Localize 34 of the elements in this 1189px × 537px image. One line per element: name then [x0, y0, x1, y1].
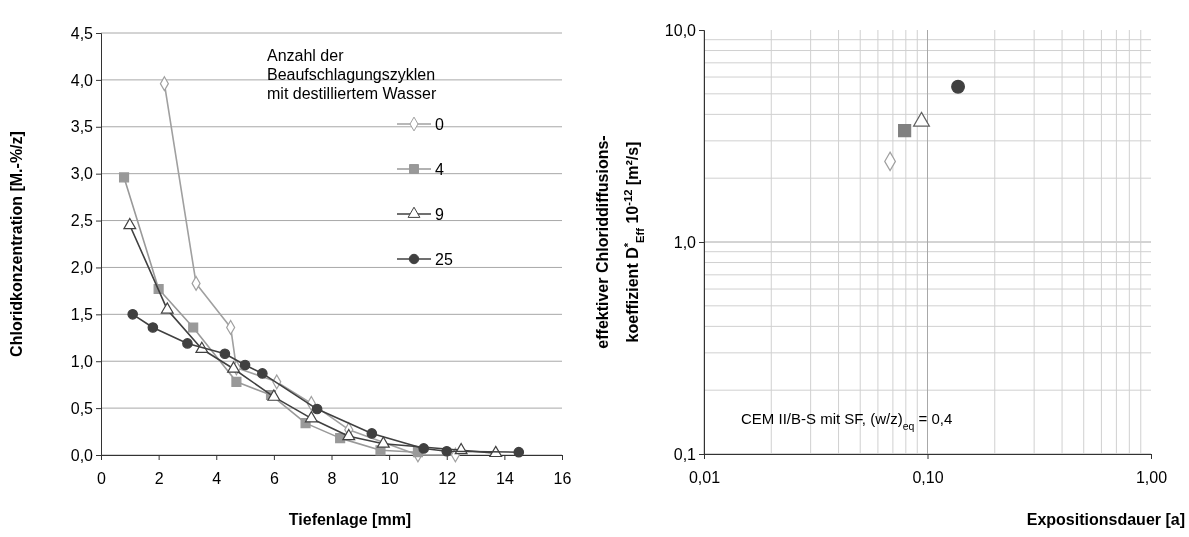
y-tick-label: 1,0 [70, 352, 94, 370]
y-tick-label: 3,5 [70, 118, 94, 136]
y-axis-title: Chloridkonzentration [M.-%/z] [8, 131, 25, 357]
x-tick-label: 10 [380, 469, 399, 487]
y-tick-label: 0,5 [70, 399, 94, 417]
y-tick-label: 2,0 [70, 259, 94, 277]
legend-label: 0 [435, 116, 444, 133]
y-tick-label: 4,5 [70, 24, 94, 42]
x-tick-label: 12 [438, 469, 457, 487]
y-tick-label: 4,0 [70, 71, 94, 89]
x-axis-title: Expositionsdauer [a] [1026, 511, 1185, 528]
x-tick-label: 16 [553, 469, 572, 487]
y-tick-label: 0,1 [673, 445, 697, 463]
y-tick-label: 1,5 [70, 305, 94, 323]
x-tick-label: 6 [269, 469, 279, 487]
x-tick-label: 8 [327, 469, 337, 487]
y-tick-label: 10,0 [664, 21, 697, 39]
x-tick-label: 0,01 [688, 468, 721, 486]
annotation: CEM II/B-S mit SF, (w/z)$_{eq}$ = 0,4 [741, 410, 953, 432]
legend-label: 25 [435, 251, 453, 268]
legend-label: 9 [435, 206, 444, 223]
x-tick-label: 0,10 [912, 468, 944, 486]
y-tick-label: 3,0 [70, 165, 94, 183]
y-tick-label: 1,0 [673, 233, 697, 251]
y-tick-label: 0,0 [70, 446, 94, 464]
legend-label: 4 [435, 161, 444, 178]
y-tick-label: 2,5 [70, 212, 94, 230]
x-tick-label: 4 [212, 469, 222, 487]
legend-title: Anzahl der Beaufschlagungszyklen mit destilliertem Wasser [267, 47, 437, 102]
x-tick-label: 0 [97, 469, 107, 487]
x-tick-label: 2 [154, 469, 164, 487]
x-tick-label: 14 [495, 469, 514, 487]
x-tick-label: 1,00 [1135, 468, 1168, 486]
x-axis-title: Tiefenlage [mm] [288, 511, 412, 528]
